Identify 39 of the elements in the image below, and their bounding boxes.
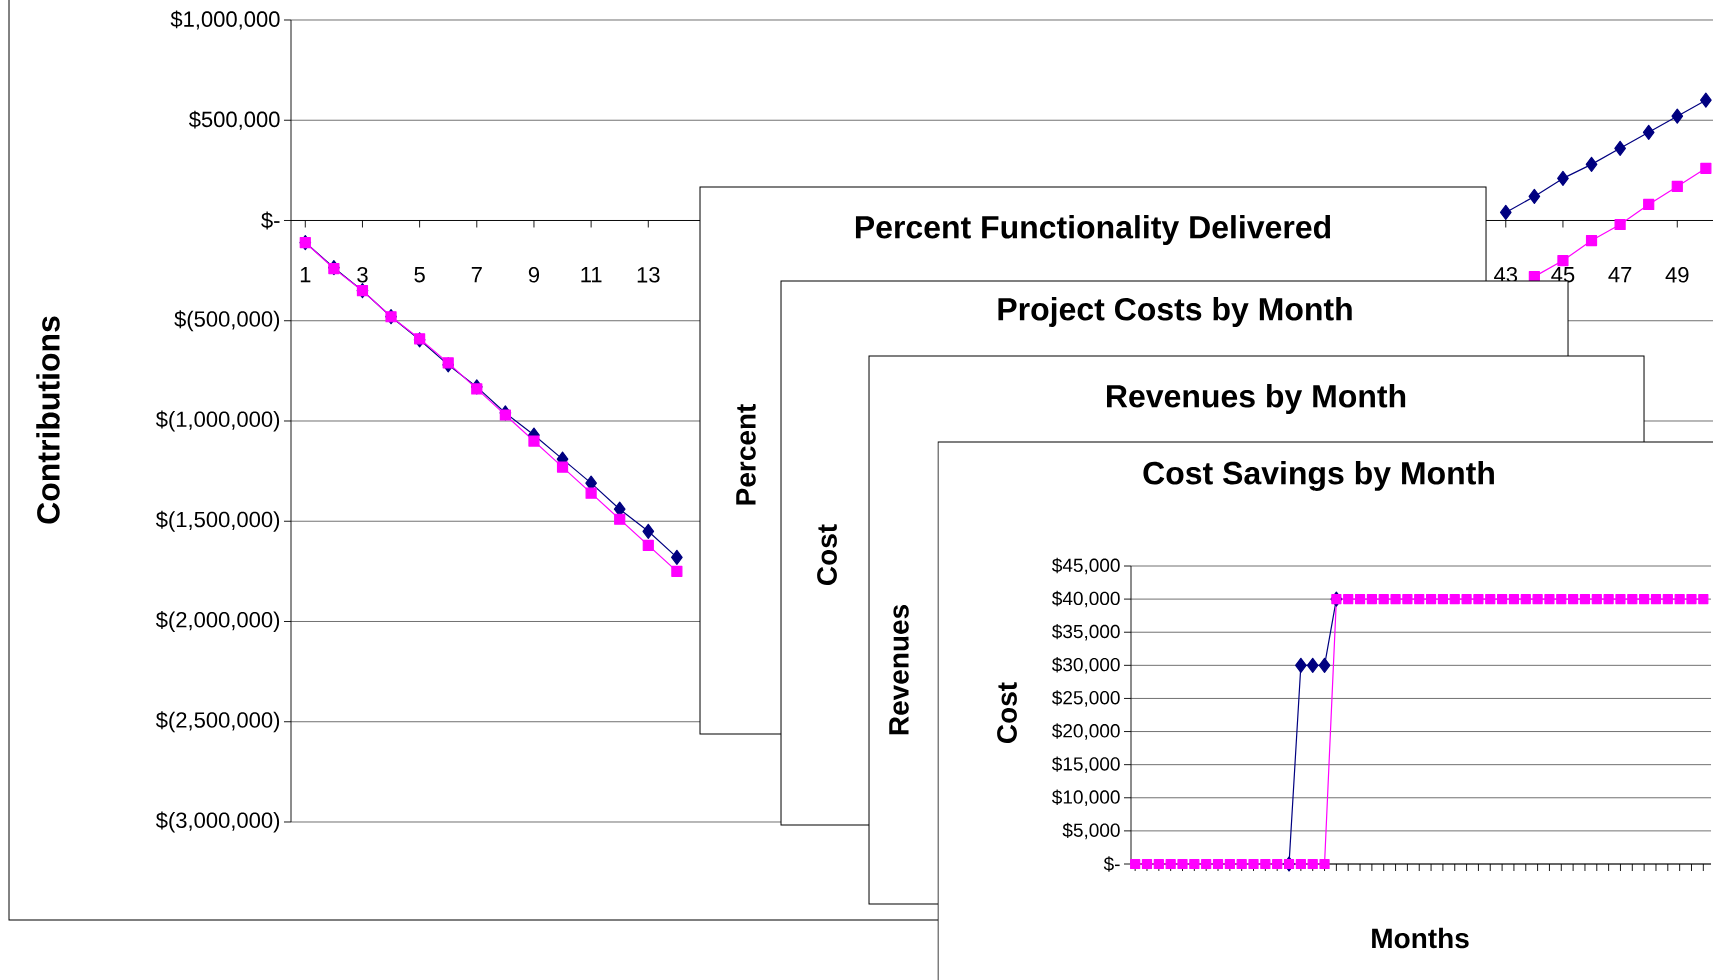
y-tick-label: $(2,500,000)	[155, 711, 280, 733]
x-tick-label: 47	[1608, 267, 1632, 283]
y-tick-label: $5,000	[1062, 822, 1120, 840]
x-tick-label: 9	[528, 267, 540, 283]
y-tick-label: $(500,000)	[174, 310, 280, 332]
y-tick-label: $45,000	[1052, 557, 1120, 575]
y-tick-label: $20,000	[1052, 723, 1120, 740]
y-tick-label: $1,000,000	[170, 10, 280, 30]
y-tick-label: $30,000	[1052, 657, 1120, 674]
x-axis-title: Months	[1372, 927, 1469, 949]
y-tick-label: $-	[261, 211, 280, 230]
x-tick-label: 11	[581, 267, 602, 283]
y-tick-label: $10,000	[1052, 789, 1120, 807]
x-tick-label: 13	[637, 267, 660, 283]
y-tick-label: $-	[1103, 856, 1120, 872]
x-tick-label: 5	[414, 267, 425, 283]
text: Percent	[736, 403, 756, 505]
chart-title: Cost Savings by Month	[1143, 461, 1494, 491]
y-tick-label: $(2,000,000)	[155, 611, 280, 632]
x-tick-label: 7	[471, 267, 482, 283]
y-tick-label: $(3,000,000)	[155, 811, 280, 833]
text: Project Costs by Month	[998, 297, 1352, 327]
y-tick-label: $40,000	[1052, 590, 1120, 608]
text: Revenues	[889, 605, 909, 735]
y-tick-label: $25,000	[1052, 690, 1120, 707]
text: Percent Functionality Delivered	[855, 215, 1331, 245]
text: Cost	[817, 524, 837, 585]
y-tick-label: $(1,000,000)	[155, 410, 280, 432]
y-tick-label: $35,000	[1052, 623, 1120, 641]
x-tick-label: 1	[300, 267, 311, 283]
y-tick-label: $15,000	[1052, 756, 1120, 773]
y-tick-label: $(1,500,000)	[155, 510, 280, 532]
x-tick-label: 45	[1551, 267, 1575, 283]
x-tick-label: 3	[357, 267, 368, 283]
y-axis-title: Cost	[997, 682, 1017, 743]
x-tick-label: 49	[1665, 267, 1689, 283]
y-axis-title: Contributions	[36, 316, 60, 524]
y-tick-label: $500,000	[188, 110, 280, 130]
text: Revenues by Month	[1107, 384, 1406, 414]
